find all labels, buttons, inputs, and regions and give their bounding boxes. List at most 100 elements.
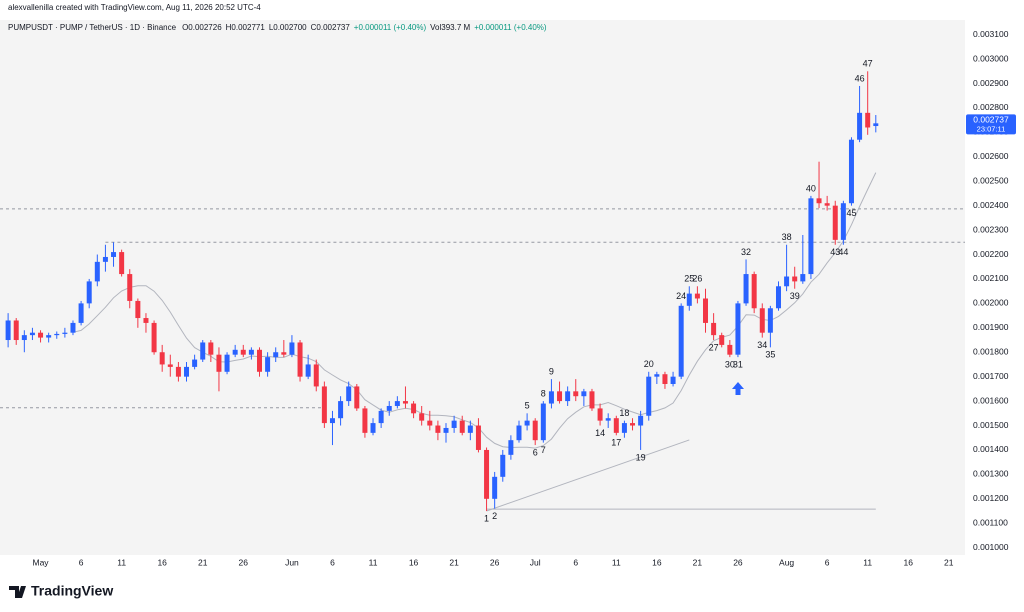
drawn-line [486, 439, 690, 512]
annotation: 24 [676, 291, 686, 301]
candle-body [630, 423, 636, 426]
annotation: 43 [830, 247, 840, 257]
candle-body [5, 320, 11, 341]
annotation: 32 [741, 247, 751, 257]
change: +0.000011 (+0.40%) [354, 23, 427, 32]
x-tick-label: 6 [330, 557, 335, 567]
annotation: 17 [611, 438, 621, 448]
candle-body [159, 352, 165, 365]
candle-body [540, 403, 546, 441]
candle-body [613, 418, 619, 433]
candle-body [524, 420, 530, 426]
candle-body [784, 276, 790, 287]
x-tick-label: 11 [863, 557, 872, 567]
x-tick-label: 6 [573, 557, 578, 567]
candle-body [281, 352, 287, 355]
candle-body [354, 386, 360, 409]
y-tick-label: 0.001300 [973, 469, 1009, 479]
candle-body [711, 322, 717, 336]
candle-body [597, 408, 603, 421]
moving-average [72, 172, 877, 449]
candle-body [427, 420, 433, 426]
candle-body [548, 391, 554, 404]
candle-body [565, 391, 571, 402]
y-tick-label: 0.002000 [973, 298, 1009, 308]
candle-body [767, 308, 773, 333]
candle-body [175, 366, 181, 377]
candle-body [394, 401, 400, 406]
candle-body [808, 198, 814, 275]
candle-body [435, 425, 441, 433]
y-tick-label: 0.001000 [973, 542, 1009, 552]
ohlc-low: L0.002700 [269, 23, 307, 32]
candle-body [111, 252, 117, 257]
candle-body [370, 423, 376, 433]
logo-icon [9, 586, 26, 598]
candle-body [127, 274, 133, 301]
candle-body [362, 408, 368, 433]
plot-area [0, 20, 965, 555]
candle-body [297, 342, 303, 377]
candle-body [735, 303, 741, 355]
candle-body [256, 349, 262, 372]
x-tick-label: 16 [904, 557, 914, 567]
candle-body [654, 374, 660, 377]
candle-body [873, 123, 879, 127]
symbol: PUMPUSDT · PUMP / TetherUS · 1D · Binanc… [8, 23, 177, 32]
candle-body [516, 425, 522, 441]
candle-body [678, 305, 684, 377]
ohlc-close: C0.002737 [311, 23, 351, 32]
candle-body [21, 335, 27, 341]
candle-body [751, 274, 757, 309]
candle-body [840, 203, 846, 240]
candle-body [143, 318, 149, 323]
x-tick-label: 21 [944, 557, 954, 567]
annotation: 45 [846, 208, 856, 218]
candle-body [508, 440, 514, 455]
candle-body [29, 332, 35, 336]
annotation: 7 [541, 445, 546, 455]
annotation: 40 [806, 183, 816, 193]
candle-body [703, 298, 709, 323]
annotation: 20 [644, 359, 654, 369]
candle-body [467, 425, 473, 433]
legend: PUMPUSDT · PUMP / TetherUS · 1D · Binanc… [8, 23, 547, 32]
y-tick-label: 0.003000 [973, 53, 1009, 63]
candle-body [38, 332, 44, 338]
candle-body [338, 401, 344, 419]
arrow-icon [732, 382, 744, 395]
candle-body [670, 376, 676, 384]
logo-text: TradingView [31, 583, 113, 599]
candle-body [686, 293, 692, 306]
y-tick-label: 0.001100 [973, 517, 1008, 527]
candle-body [135, 300, 141, 319]
y-tick-label: 0.001400 [973, 444, 1009, 454]
candle-body [200, 342, 206, 360]
candle-body [832, 205, 838, 240]
candle-body [216, 354, 222, 372]
candle-body [459, 420, 465, 433]
annotation: 18 [619, 408, 629, 418]
x-tick-label: 16 [652, 557, 662, 567]
countdown: 23:07:11 [977, 124, 1006, 133]
price-box [966, 114, 1016, 135]
x-tick-label: Jul [530, 557, 541, 567]
y-tick-label: 0.002800 [973, 102, 1009, 112]
x-tick-label: 21 [693, 557, 703, 567]
candle-body [70, 322, 76, 333]
x-tick-label: 16 [157, 557, 167, 567]
ohlc-high: H0.002771 [226, 23, 266, 32]
candle-body [694, 293, 700, 299]
annotation: 47 [863, 59, 873, 69]
candle-body [646, 376, 652, 416]
candle-body [289, 342, 295, 355]
annotation: 9 [549, 366, 554, 376]
y-tick-label: 0.002300 [973, 224, 1009, 234]
candle-body [265, 357, 271, 372]
candle-body [208, 342, 214, 355]
candle-body [824, 203, 830, 206]
candle-body [857, 112, 863, 140]
x-tick-label: 6 [79, 557, 84, 567]
x-tick-label: Aug [779, 557, 794, 567]
